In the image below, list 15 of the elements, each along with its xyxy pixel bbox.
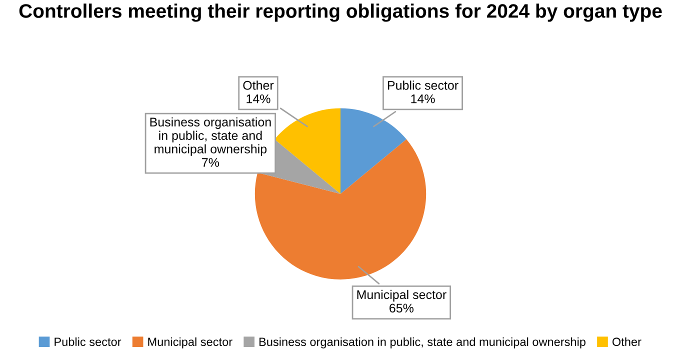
slice-label: Public sector [388,80,458,90]
slice-label: Business organisation in public, state and municipal ownership [150,117,271,156]
legend-label: Other [612,337,642,346]
slice-label: Municipal sector [357,290,446,302]
pie-slice [340,108,406,194]
chart-title: Controllers meeting their reporting obligations for 2024 by organ type [19,4,662,22]
legend-label: Municipal sector [148,337,232,348]
legend-label: Public sector [54,337,122,346]
data-label: 14% [246,94,270,104]
data-label: 65% [390,304,414,313]
legend-label: Business organisation in public, state and municipal ownership [259,337,586,348]
pie-slice [274,108,340,194]
data-label: 14% [411,94,435,104]
slice-label: Other [243,80,274,90]
data-label: 7% [202,158,220,167]
